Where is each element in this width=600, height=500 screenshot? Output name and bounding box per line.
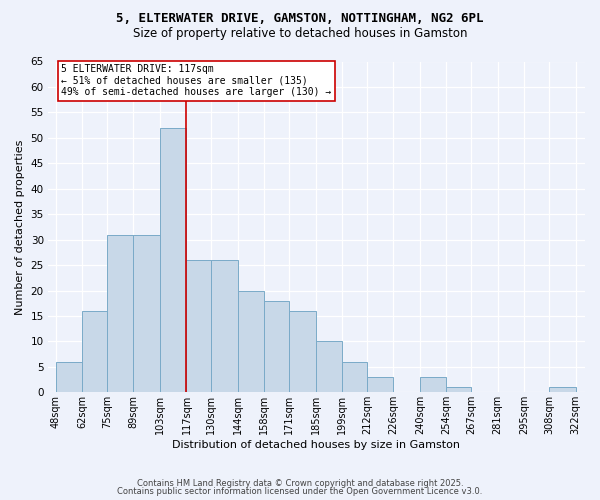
Bar [107, 234, 133, 392]
Bar [342, 362, 367, 392]
Text: Contains HM Land Registry data © Crown copyright and database right 2025.: Contains HM Land Registry data © Crown c… [137, 478, 463, 488]
Bar [238, 290, 265, 392]
Y-axis label: Number of detached properties: Number of detached properties [15, 139, 25, 314]
Bar [367, 377, 394, 392]
Text: 5 ELTERWATER DRIVE: 117sqm
← 51% of detached houses are smaller (135)
49% of sem: 5 ELTERWATER DRIVE: 117sqm ← 51% of deta… [61, 64, 332, 97]
Bar [133, 234, 160, 392]
Bar [187, 260, 211, 392]
Text: Size of property relative to detached houses in Gamston: Size of property relative to detached ho… [133, 28, 467, 40]
Bar [289, 311, 316, 392]
Bar [265, 300, 289, 392]
Bar [420, 377, 446, 392]
Text: 5, ELTERWATER DRIVE, GAMSTON, NOTTINGHAM, NG2 6PL: 5, ELTERWATER DRIVE, GAMSTON, NOTTINGHAM… [116, 12, 484, 26]
X-axis label: Distribution of detached houses by size in Gamston: Distribution of detached houses by size … [172, 440, 460, 450]
Bar [211, 260, 238, 392]
Bar [82, 311, 107, 392]
Bar [316, 342, 342, 392]
Bar [56, 362, 82, 392]
Bar [446, 387, 471, 392]
Bar [549, 387, 575, 392]
Bar [160, 128, 187, 392]
Text: Contains public sector information licensed under the Open Government Licence v3: Contains public sector information licen… [118, 487, 482, 496]
